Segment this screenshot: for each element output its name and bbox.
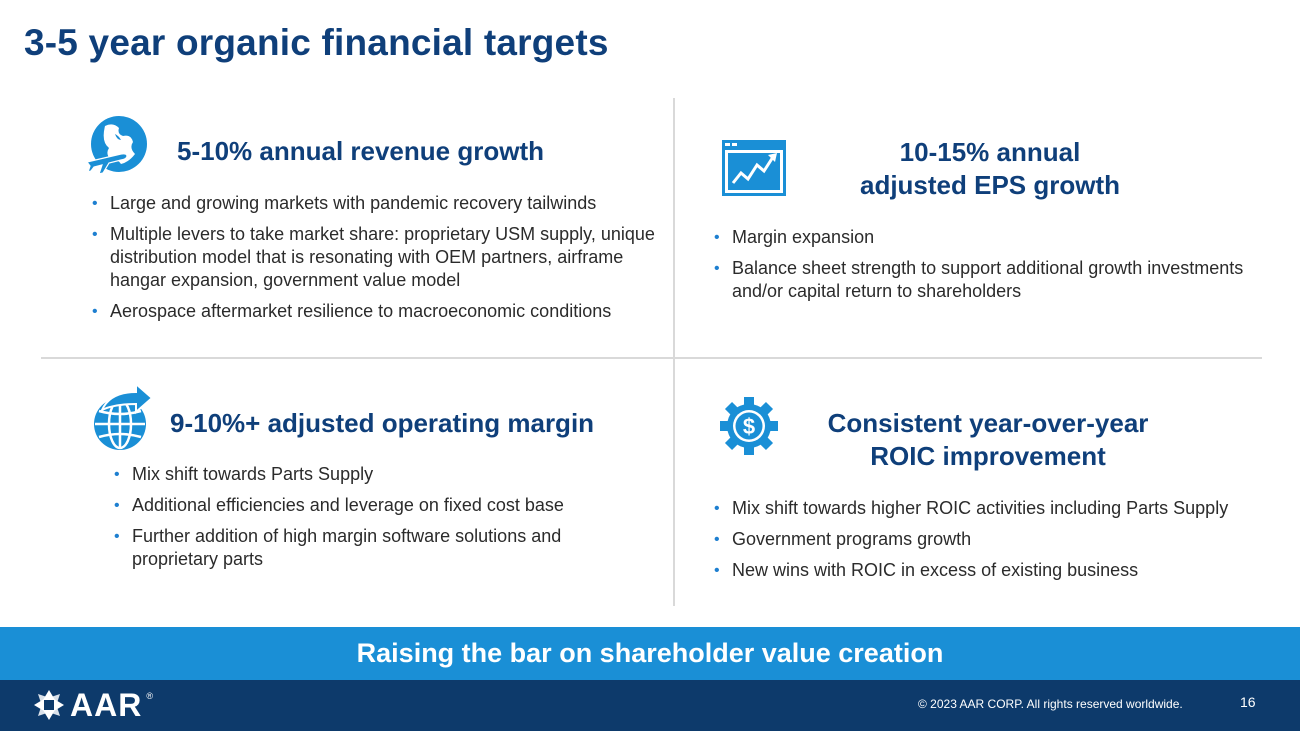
- copyright-text: © 2023 AAR CORP. All rights reserved wor…: [918, 697, 1183, 711]
- slide-title: 3-5 year organic financial targets: [24, 22, 609, 63]
- roic-heading-line2: ROIC improvement: [870, 441, 1106, 471]
- logo-text: AAR: [70, 686, 143, 723]
- company-logo: AAR ®: [32, 685, 153, 725]
- svg-text:$: $: [743, 414, 755, 439]
- growth-chart-icon: [722, 140, 786, 196]
- eps-heading-line2: adjusted EPS growth: [859, 170, 1121, 200]
- list-item: New wins with ROIC in excess of existing…: [710, 559, 1290, 582]
- vertical-divider: [673, 98, 675, 606]
- list-item: Aerospace aftermarket resilience to macr…: [88, 300, 663, 323]
- dollar-gear-icon: $: [720, 397, 778, 455]
- eps-heading-line1: 10-15% annual: [899, 137, 1081, 167]
- logo-registered-mark: ®: [146, 691, 153, 701]
- list-item: Multiple levers to take market share: pr…: [88, 223, 663, 292]
- globe-airplane-icon: [85, 116, 147, 175]
- list-item: Large and growing markets with pandemic …: [88, 192, 663, 215]
- margin-bullet-list: Mix shift towards Parts Supply Additiona…: [110, 463, 630, 579]
- eps-bullet-list: Margin expansion Balance sheet strength …: [710, 226, 1270, 311]
- roic-heading-line1: Consistent year-over-year: [827, 408, 1149, 438]
- horizontal-divider: [41, 357, 1262, 359]
- list-item: Mix shift towards higher ROIC activities…: [710, 497, 1290, 520]
- eps-heading: 10-15% annual adjusted EPS growth: [790, 136, 1190, 202]
- globe-arrow-icon: [94, 382, 154, 450]
- revenue-heading: 5-10% annual revenue growth: [177, 136, 544, 166]
- list-item: Further addition of high margin software…: [110, 525, 630, 571]
- page-number: 16: [1240, 694, 1256, 710]
- roic-bullet-list: Mix shift towards higher ROIC activities…: [710, 497, 1290, 590]
- list-item: Mix shift towards Parts Supply: [110, 463, 630, 486]
- list-item: Balance sheet strength to support additi…: [710, 257, 1270, 303]
- margin-heading: 9-10%+ adjusted operating margin: [170, 408, 595, 438]
- list-item: Government programs growth: [710, 528, 1290, 551]
- roic-heading: Consistent year-over-year ROIC improveme…: [788, 407, 1188, 473]
- aar-logo-icon: [34, 690, 64, 720]
- tagline-banner: Raising the bar on shareholder value cre…: [0, 627, 1300, 680]
- revenue-bullet-list: Large and growing markets with pandemic …: [88, 192, 663, 331]
- list-item: Margin expansion: [710, 226, 1270, 249]
- footer-bar: [0, 680, 1300, 731]
- list-item: Additional efficiencies and leverage on …: [110, 494, 630, 517]
